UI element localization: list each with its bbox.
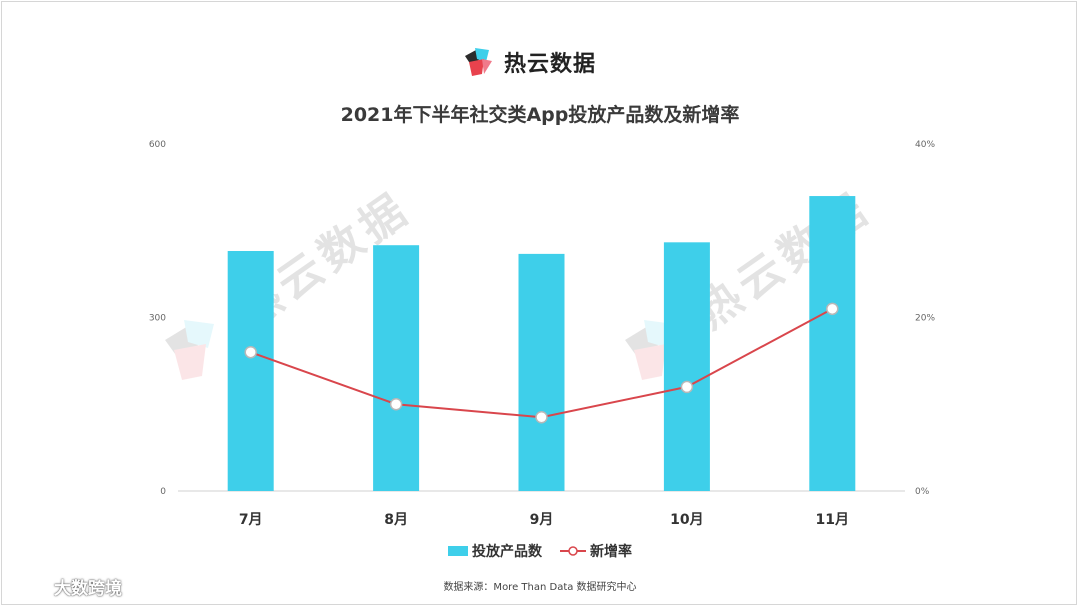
corner-logo-text: 大数跨境 bbox=[54, 579, 122, 599]
x-tick-label-3: 9月 bbox=[530, 512, 554, 528]
watermark-logo-shape bbox=[625, 326, 660, 358]
bar-4 bbox=[663, 242, 710, 491]
line-point-4 bbox=[680, 380, 694, 394]
watermark-logo-shape bbox=[165, 326, 200, 358]
legend-bar-label: 投放产品数 bbox=[472, 544, 542, 560]
legend-line-swatch bbox=[560, 546, 586, 556]
legend-line-label: 新增率 bbox=[590, 544, 632, 560]
corner-logo: 大数跨境 bbox=[10, 574, 122, 599]
bar-5 bbox=[809, 196, 856, 492]
legend: 投放产品数 新增率 bbox=[0, 541, 1080, 561]
y-left-tick-label: 600 bbox=[149, 140, 166, 150]
reyun-logo-icon bbox=[465, 48, 492, 76]
y-right-tick-label: 0% bbox=[915, 487, 930, 497]
brand-name: 热云数据 bbox=[504, 52, 597, 77]
bar-3 bbox=[518, 253, 565, 491]
line-point-3 bbox=[535, 411, 548, 424]
dashu-logo-icon bbox=[11, 578, 49, 595]
x-tick-label-2: 8月 bbox=[384, 512, 408, 528]
y-left-tick-label: 300 bbox=[149, 314, 166, 324]
line-layer bbox=[244, 302, 839, 424]
bar-2 bbox=[373, 245, 420, 491]
source-note: 数据来源：More Than Data 数据研究中心 bbox=[443, 582, 637, 593]
legend-bar-swatch bbox=[448, 546, 468, 556]
legend-item-bar: 投放产品数 bbox=[448, 541, 542, 561]
line-point-5 bbox=[826, 302, 839, 316]
y-right-tick-label: 20% bbox=[915, 314, 935, 324]
y-right-tick-label: 40% bbox=[915, 140, 935, 150]
line-point-2 bbox=[389, 398, 403, 411]
x-tick-label-4: 10月 bbox=[670, 512, 703, 528]
chart-title: 2021年下半年社交类App投放产品数及新增率 bbox=[340, 104, 740, 126]
legend-item-line: 新增率 bbox=[560, 541, 632, 561]
line-point-1 bbox=[244, 345, 257, 359]
bar-1 bbox=[227, 250, 274, 491]
brand-header: 热云数据 bbox=[462, 42, 596, 82]
x-tick-label-1: 7月 bbox=[239, 512, 263, 528]
watermark-logo-shape bbox=[634, 344, 666, 380]
x-tick-label-5: 11月 bbox=[816, 512, 849, 528]
bars-layer bbox=[227, 196, 856, 492]
labels-layer: 7月 8月 9月 10月 11月 bbox=[239, 512, 849, 528]
watermark-logo-shape bbox=[184, 320, 214, 348]
y-left-tick-label: 0 bbox=[160, 487, 166, 497]
watermark-logo-shape bbox=[174, 344, 206, 380]
